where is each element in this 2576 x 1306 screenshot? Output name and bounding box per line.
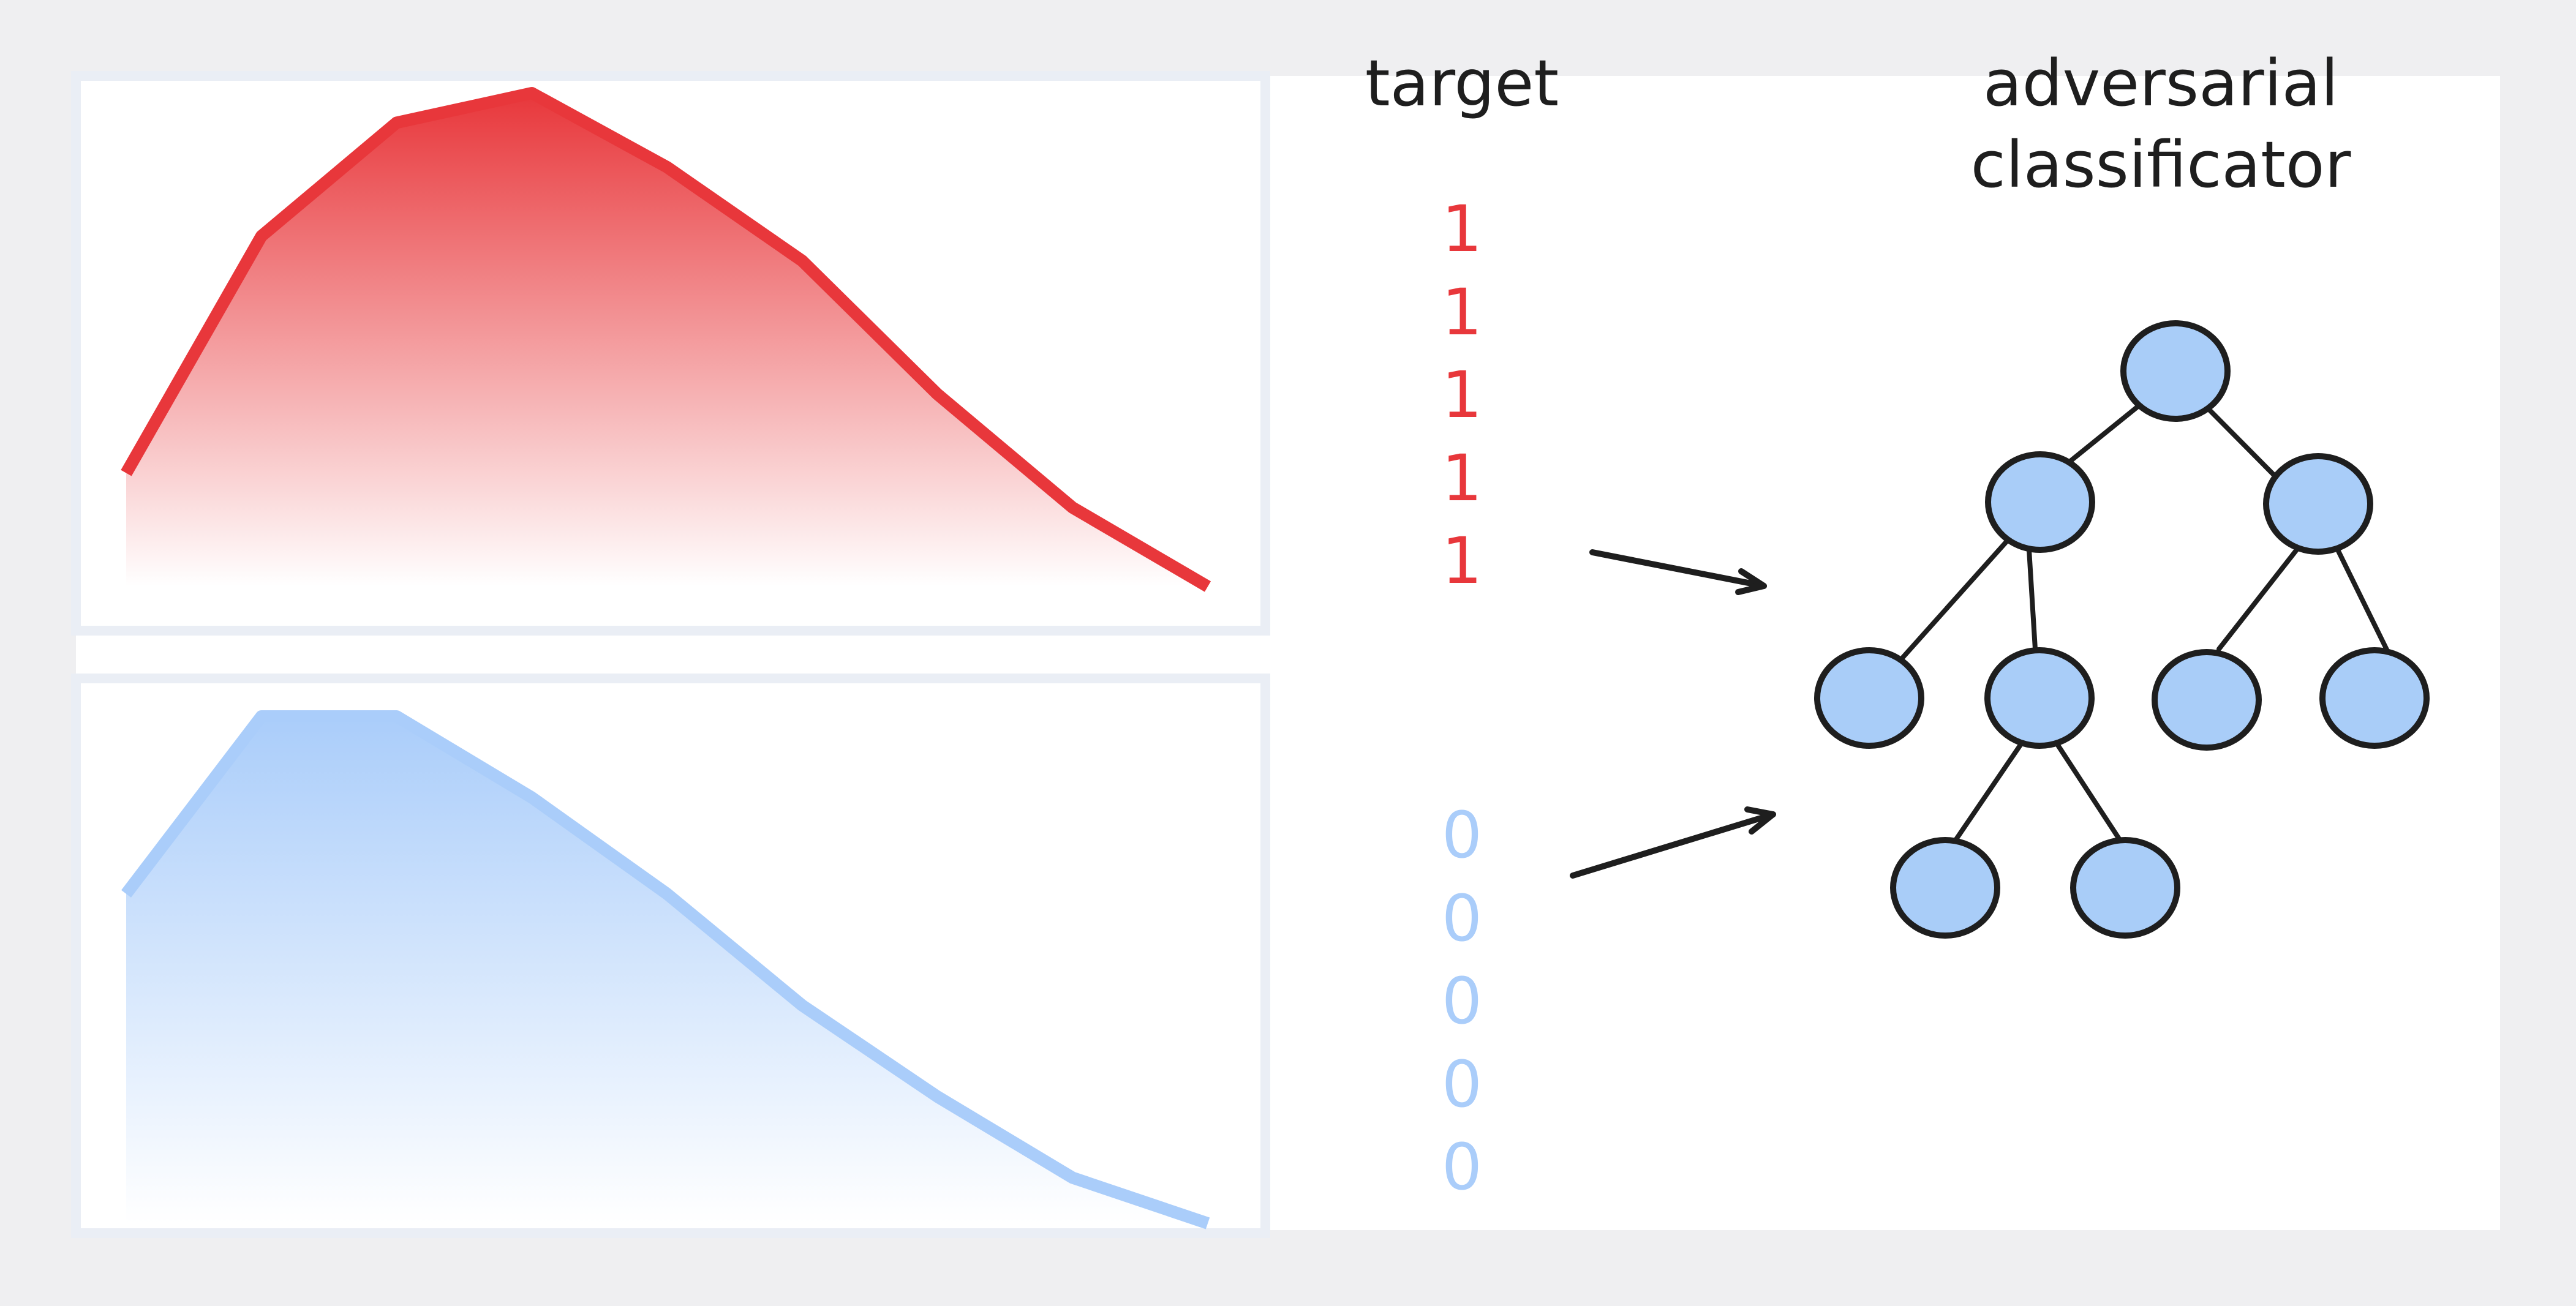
target-label: 0 [1442, 881, 1482, 956]
area-fill-positive [126, 93, 1208, 587]
target-label: 1 [1442, 358, 1482, 432]
tree-node-root [2120, 320, 2231, 422]
decision-tree [1814, 320, 2430, 939]
tree-node [2070, 837, 2180, 939]
tree-node [2319, 647, 2430, 749]
negative-targets: 0 0 0 0 0 [1442, 798, 1482, 1204]
tree-node [2152, 649, 2262, 751]
series-line-negative [121, 710, 1210, 1229]
arrow-negative [1570, 806, 1776, 879]
tree-node [1814, 647, 1924, 749]
tree-edge [2027, 547, 2038, 651]
target-label: 0 [1442, 964, 1482, 1038]
target-label: 1 [1442, 524, 1482, 598]
tree-edge [2335, 547, 2390, 653]
chart-panel-positive [71, 71, 1270, 636]
target-label: 0 [1442, 798, 1482, 873]
series-line-positive [121, 87, 1211, 592]
tree-edge [2066, 403, 2142, 465]
tree-edges [1898, 403, 2390, 844]
tree-node [1985, 451, 2095, 553]
tree-edge [1952, 741, 2024, 844]
tree-node [1890, 837, 2000, 939]
tree-edge [2055, 743, 2122, 841]
positive-targets: 1 1 1 1 1 [1442, 192, 1482, 598]
target-header: target [1365, 46, 1559, 121]
tree-edge [2216, 545, 2301, 651]
tree-node [2263, 453, 2373, 555]
tree-edge [2205, 406, 2278, 479]
target-label: 1 [1442, 441, 1482, 516]
classifier-header-line2: classificator [1971, 127, 2351, 202]
tree-node [1984, 647, 2095, 749]
arrow-positive [1589, 549, 1767, 595]
chart-panel-negative [71, 674, 1270, 1238]
target-label: 1 [1442, 275, 1482, 350]
tree-edge [1898, 535, 2013, 662]
tree-nodes [1814, 320, 2430, 939]
classifier-header-line1: adversarial [1983, 46, 2338, 121]
target-label: 0 [1442, 1130, 1482, 1204]
target-label: 0 [1442, 1047, 1482, 1122]
target-label: 1 [1442, 192, 1482, 266]
